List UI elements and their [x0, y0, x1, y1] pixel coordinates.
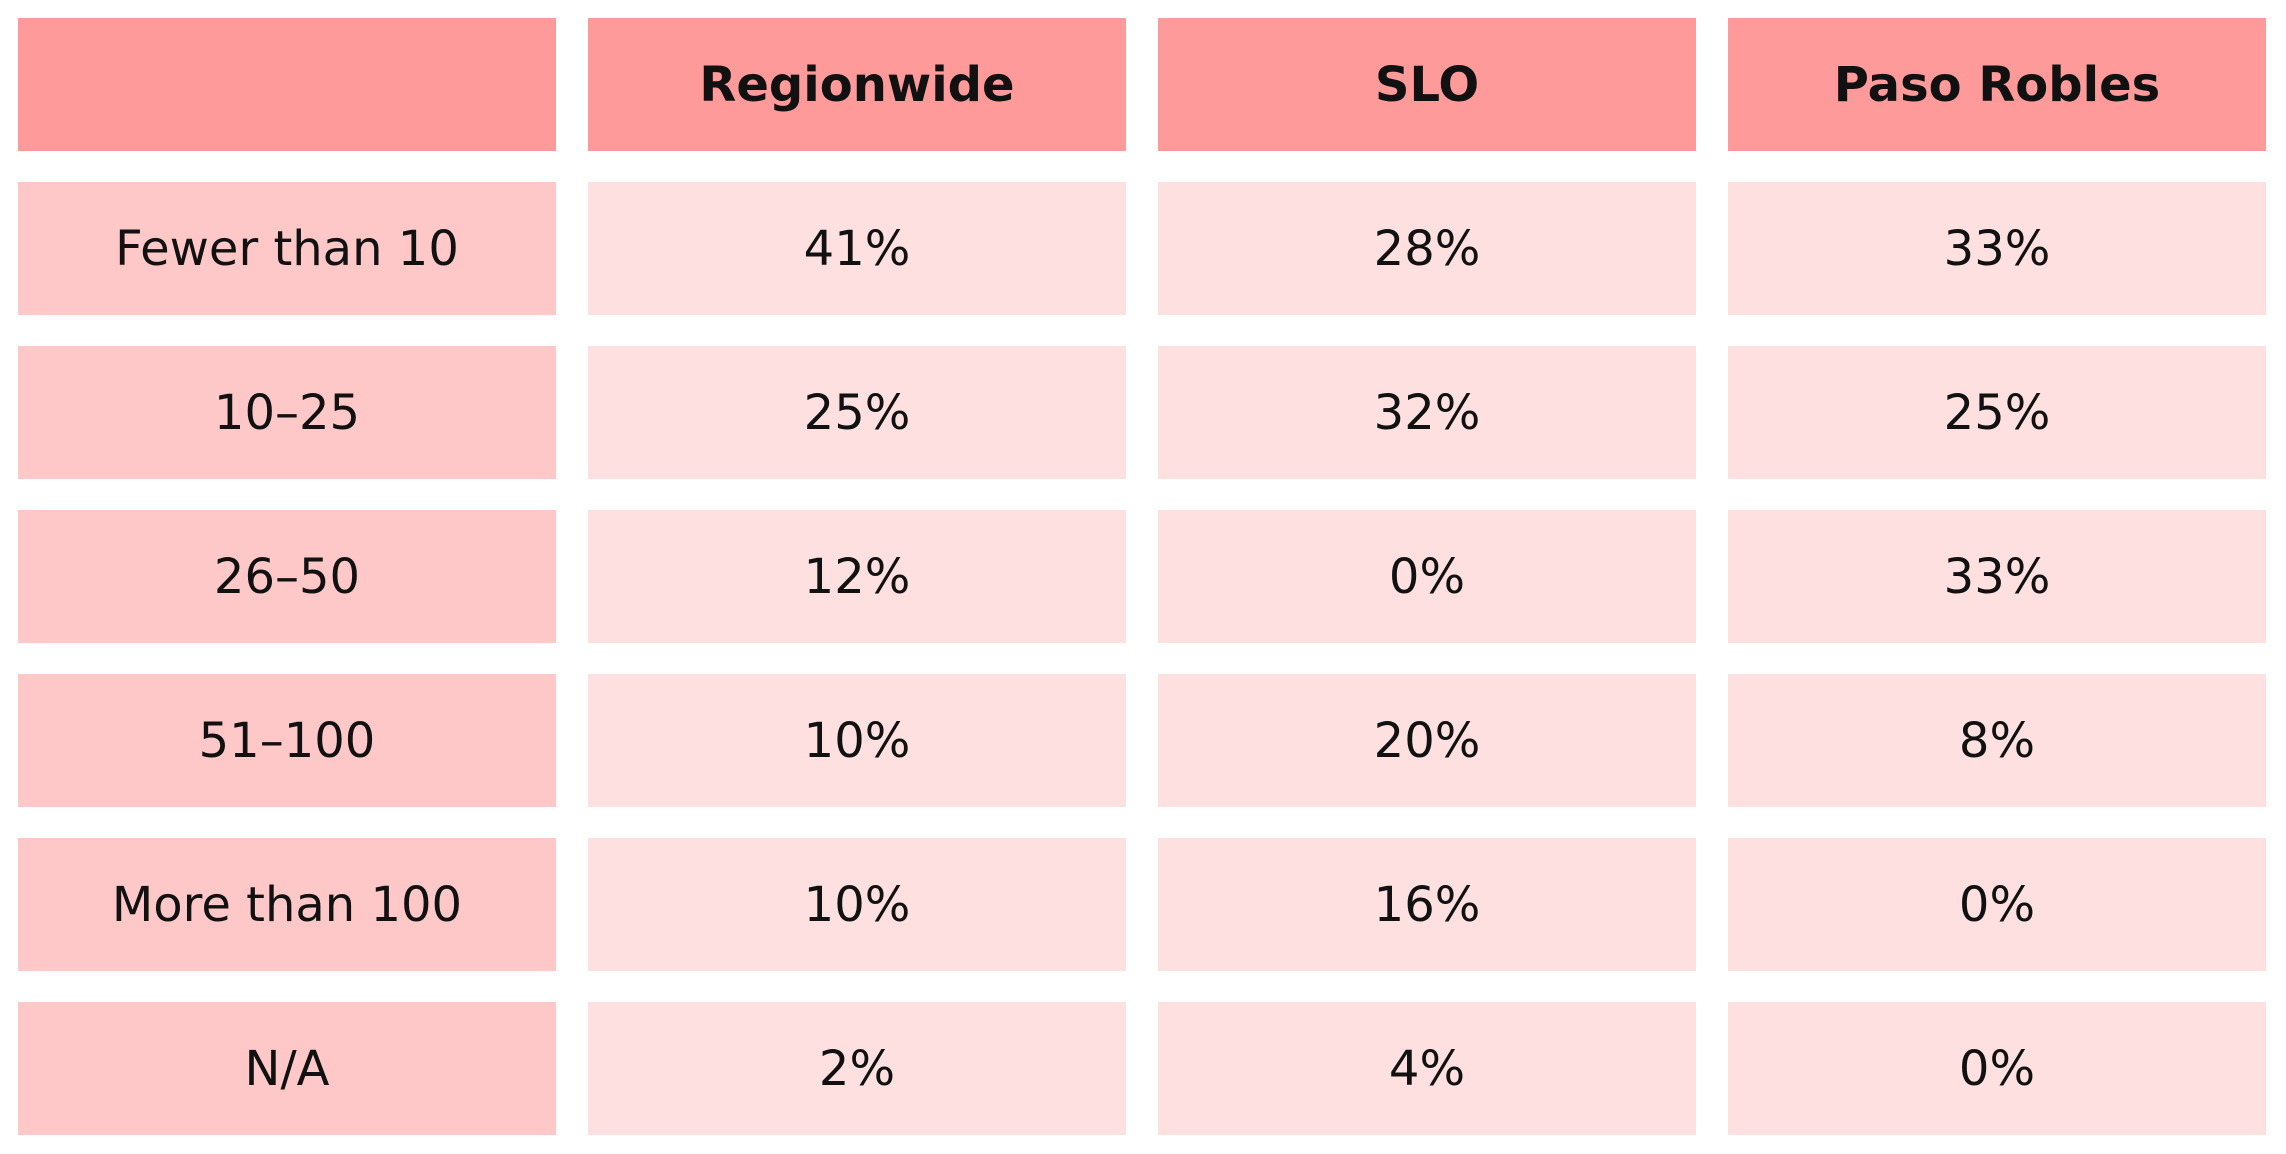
- header-cell-paso-robles: Paso Robles: [1728, 18, 2266, 151]
- header-cell-regionwide: Regionwide: [588, 18, 1126, 151]
- header-cell-corner: [18, 18, 556, 151]
- table-cell: 8%: [1728, 674, 2266, 807]
- row-label: 10–25: [18, 346, 556, 479]
- row-label: 26–50: [18, 510, 556, 643]
- table-cell: 12%: [588, 510, 1126, 643]
- row-label: More than 100: [18, 838, 556, 971]
- row-label: N/A: [18, 1002, 556, 1135]
- table-cell: 2%: [588, 1002, 1126, 1135]
- table-cell: 33%: [1728, 510, 2266, 643]
- table-cell: 25%: [588, 346, 1126, 479]
- row-label: Fewer than 10: [18, 182, 556, 315]
- table-cell: 0%: [1728, 838, 2266, 971]
- table-cell: 0%: [1728, 1002, 2266, 1135]
- table-cell: 10%: [588, 838, 1126, 971]
- table-cell: 28%: [1158, 182, 1696, 315]
- table-cell: 25%: [1728, 346, 2266, 479]
- table-cell: 32%: [1158, 346, 1696, 479]
- table-cell: 33%: [1728, 182, 2266, 315]
- table-cell: 0%: [1158, 510, 1696, 643]
- table-cell: 10%: [588, 674, 1126, 807]
- header-cell-slo: SLO: [1158, 18, 1696, 151]
- table-cell: 4%: [1158, 1002, 1696, 1135]
- table-cell: 20%: [1158, 674, 1696, 807]
- table-cell: 41%: [588, 182, 1126, 315]
- data-table: Regionwide SLO Paso Robles Fewer than 10…: [18, 18, 2268, 1135]
- table-cell: 16%: [1158, 838, 1696, 971]
- row-label: 51–100: [18, 674, 556, 807]
